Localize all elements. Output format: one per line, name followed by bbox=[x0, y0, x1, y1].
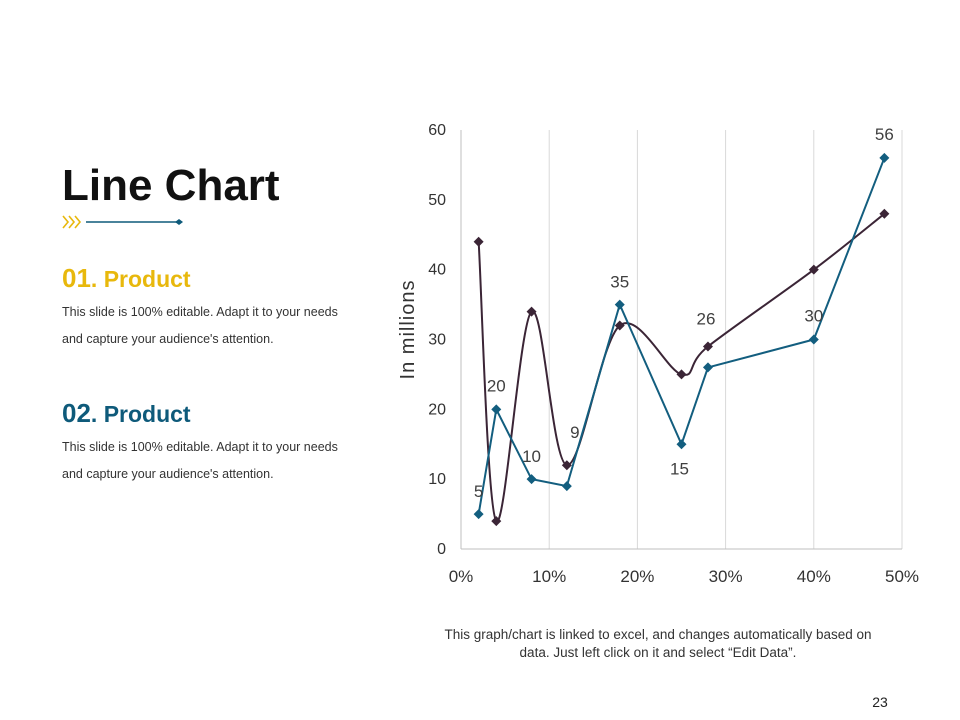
series-1-marker bbox=[879, 208, 890, 219]
series-2-marker bbox=[676, 439, 687, 450]
y-tick-label: 20 bbox=[428, 401, 446, 418]
y-tick-label: 40 bbox=[428, 262, 446, 279]
data-label: 56 bbox=[875, 125, 894, 144]
product-1-number: 01 bbox=[62, 263, 91, 293]
data-label: 26 bbox=[696, 309, 715, 328]
product-2-number: 02 bbox=[62, 398, 91, 428]
data-label: 10 bbox=[522, 447, 541, 466]
series-1-marker bbox=[526, 306, 537, 317]
series-2-marker bbox=[808, 334, 819, 345]
series-2-marker bbox=[702, 362, 713, 373]
series-1-marker bbox=[808, 264, 819, 275]
series-1-marker bbox=[491, 516, 502, 527]
data-label: 20 bbox=[487, 376, 506, 395]
x-tick-label: 40% bbox=[797, 567, 831, 586]
chart-footnote: This graph/chart is linked to excel, and… bbox=[444, 627, 872, 660]
line-chart: 0 10 20 30 40 50 60 0% 10% 20% 30% 40% 50% In million… bbox=[397, 122, 919, 586]
product-1-description: This slide is 100% editable. Adapt it to… bbox=[62, 305, 338, 346]
title-divider bbox=[62, 215, 183, 229]
x-tick-label: 10% bbox=[532, 567, 566, 586]
series-1-marker bbox=[561, 460, 572, 471]
y-tick-label: 10 bbox=[428, 471, 446, 488]
series-2-marker bbox=[473, 509, 484, 520]
product-2-description: This slide is 100% editable. Adapt it to… bbox=[62, 440, 338, 481]
data-label: 30 bbox=[804, 307, 823, 326]
data-label: 15 bbox=[670, 459, 689, 478]
y-axis-title: In millions bbox=[397, 280, 419, 380]
data-label: 9 bbox=[570, 423, 579, 442]
series-1-marker bbox=[473, 236, 484, 247]
x-tick-label: 50% bbox=[885, 567, 919, 586]
series-2-marker bbox=[614, 299, 625, 310]
x-tick-label: 30% bbox=[709, 567, 743, 586]
data-label: 5 bbox=[474, 482, 483, 501]
series-2-marker bbox=[491, 404, 502, 415]
product-1-label: . Product bbox=[90, 266, 191, 292]
product-2-heading: 02. Product bbox=[62, 399, 191, 428]
series-2-marker bbox=[526, 474, 537, 485]
data-label: 35 bbox=[610, 273, 629, 292]
product-1-heading: 01. Product bbox=[62, 264, 191, 293]
series-1-marker bbox=[702, 341, 713, 352]
x-tick-label: 0% bbox=[449, 567, 474, 586]
series-1-marker bbox=[614, 320, 625, 331]
series-2-marker bbox=[879, 152, 890, 163]
slide-title: Line Chart bbox=[62, 161, 280, 210]
product-2-label: . Product bbox=[90, 401, 191, 427]
y-tick-label: 30 bbox=[428, 332, 446, 349]
y-tick-label: 60 bbox=[428, 122, 446, 139]
y-tick-label: 50 bbox=[428, 192, 446, 209]
x-tick-label: 20% bbox=[620, 567, 654, 586]
y-tick-label: 0 bbox=[437, 541, 446, 558]
series-1-marker bbox=[676, 369, 687, 380]
series-2-marker bbox=[561, 481, 572, 492]
double-chevron-icon bbox=[62, 215, 82, 229]
page-number: 23 bbox=[872, 694, 888, 710]
